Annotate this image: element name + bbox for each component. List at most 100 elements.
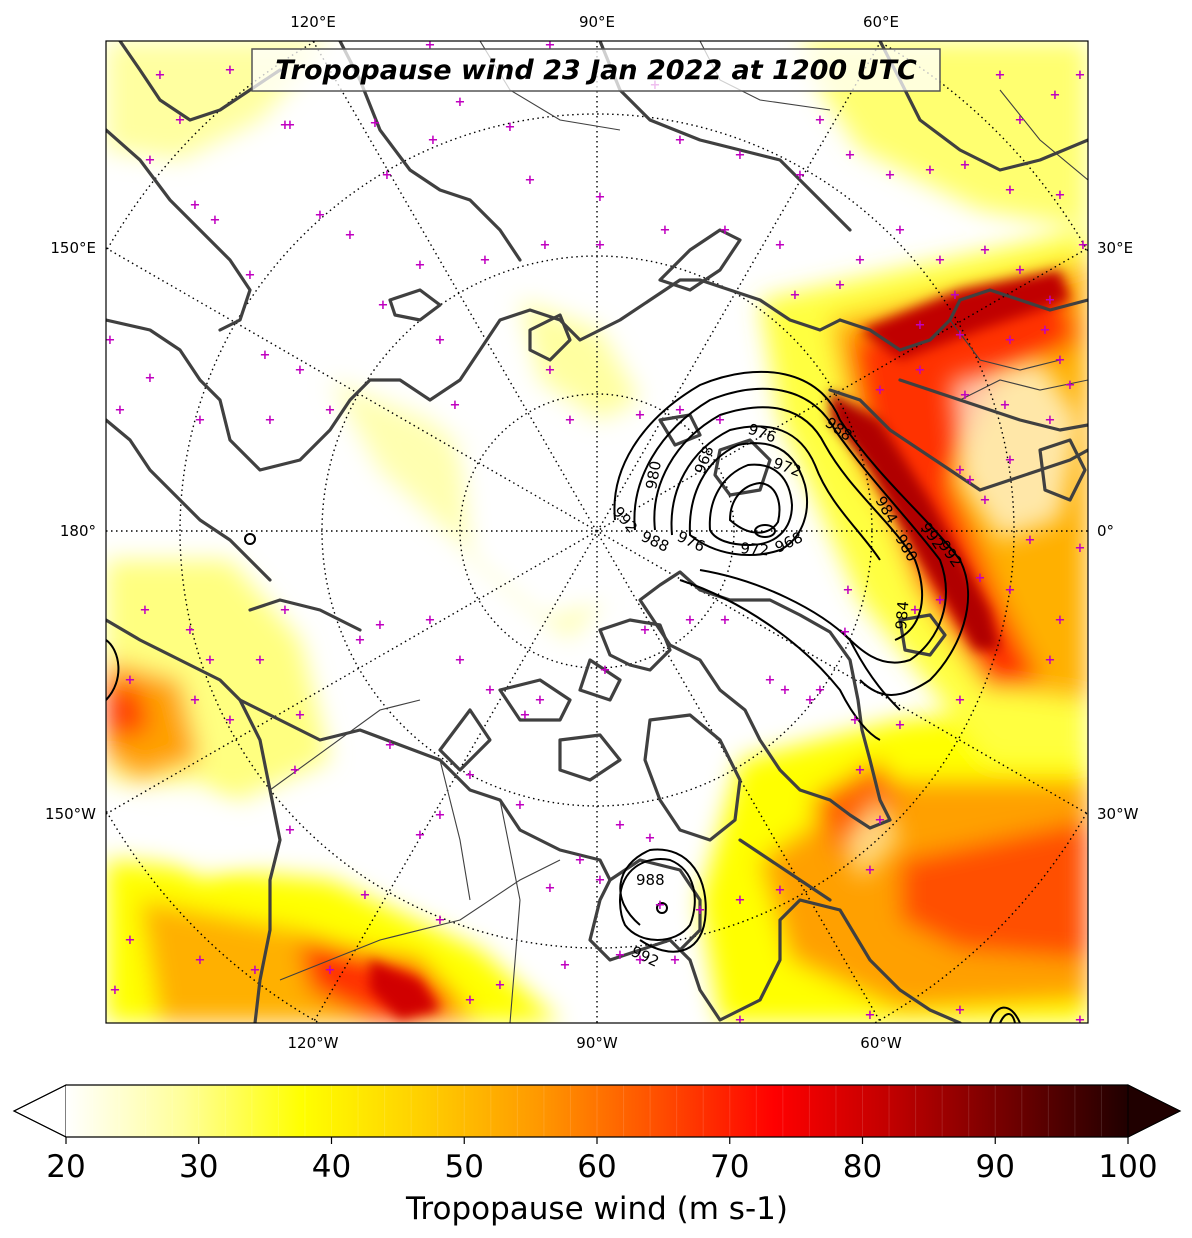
isobar-trough-1: [699, 569, 901, 711]
station-marker: +: [675, 403, 686, 418]
bottom-label-60w: 60°W: [860, 1034, 902, 1052]
station-marker: +: [185, 623, 196, 638]
colorbar-tick-label: 80: [843, 1149, 882, 1185]
station-marker: +: [840, 625, 851, 640]
station-marker: +: [615, 818, 626, 833]
isobars: [106, 370, 1021, 1023]
station-marker: +: [1000, 398, 1011, 413]
meridian-60w-120e: [312, 41, 882, 1023]
station-marker: +: [1045, 653, 1056, 668]
colorbar-bar: [66, 1085, 1128, 1137]
station-marker: +: [265, 413, 276, 428]
coast-alaska: [106, 618, 282, 1023]
station-marker: +: [960, 388, 971, 403]
station-marker: +: [795, 168, 806, 183]
station-marker: +: [425, 613, 436, 628]
colorbar-tick-label: 100: [1098, 1149, 1157, 1185]
station-marker: +: [465, 993, 476, 1008]
top-label-60e: 60°E: [863, 13, 899, 31]
border-alaska-canada: [269, 699, 421, 791]
station-marker: +: [735, 148, 746, 163]
station-marker: +: [960, 158, 971, 173]
top-label-120e: 120°E: [290, 13, 336, 31]
coast-novaya-zemlya: [658, 228, 742, 292]
station-marker: +: [345, 228, 356, 243]
station-marker: +: [980, 493, 991, 508]
border-europe-2: [959, 379, 1088, 401]
map-title: Tropopause wind 23 Jan 2022 at 1200 UTC: [275, 55, 917, 86]
right-label-30w: 30°W: [1097, 805, 1139, 823]
top-label-90e: 90°E: [579, 13, 615, 31]
station-marker: +: [250, 963, 261, 978]
isobar-984-arctic: [653, 406, 923, 641]
coast-kamchatka: [106, 128, 252, 332]
station-marker: +: [835, 278, 846, 293]
station-marker: +: [1025, 533, 1036, 548]
isobar-976-arctic: [688, 442, 808, 556]
station-marker: +: [845, 148, 856, 163]
station-marker: +: [325, 963, 336, 978]
station-marker: +: [1045, 413, 1056, 428]
coast-chukotka: [106, 418, 272, 582]
station-marker: +: [175, 113, 186, 128]
coast-baltic: [898, 378, 1088, 432]
station-marker: +: [1015, 263, 1026, 278]
isobar-atlantic-se: [989, 1006, 1021, 1023]
isobar-968-arctic: [728, 481, 781, 534]
station-marker: +: [720, 613, 731, 628]
station-marker: +: [560, 958, 571, 973]
latitude-circle-60: [179, 113, 1015, 949]
station-marker: +: [865, 863, 876, 878]
station-marker: +: [425, 38, 436, 53]
station-marker: +: [1078, 238, 1089, 253]
isobar-988-arctic: [633, 387, 947, 664]
station-marker: +: [1040, 323, 1051, 338]
wind-shading: [106, 41, 1088, 1023]
station-marker: +: [955, 463, 966, 478]
station-marker: +: [195, 413, 206, 428]
station-marker: +: [415, 828, 426, 843]
station-marker: +: [260, 348, 271, 363]
station-marker: +: [205, 653, 216, 668]
station-marker: +: [765, 673, 776, 688]
station-marker: +: [1075, 541, 1086, 556]
station-marker: +: [775, 238, 786, 253]
station-marker: +: [925, 163, 936, 178]
coast-taimyr: [598, 41, 852, 232]
station-marker: +: [720, 223, 731, 238]
station-marker: +: [955, 328, 966, 343]
border-canada-provinces-1: [439, 759, 471, 901]
colorbar-ticks: 20 30 40 50 60 70 80 90 100: [46, 1137, 1158, 1185]
station-marker: +: [105, 333, 116, 348]
station-marker: +: [255, 653, 266, 668]
station-marker: +: [895, 223, 906, 238]
coast-okhotsk: [118, 41, 282, 122]
colorbar-label: Tropopause wind (m s-1): [405, 1191, 788, 1227]
coast-british-isles: [1038, 438, 1087, 502]
station-marker: +: [545, 363, 556, 378]
coast-siberia: [106, 278, 842, 472]
station-marker: +: [640, 623, 651, 638]
coast-labrador: [738, 838, 832, 902]
border-asia-3: [999, 89, 1088, 181]
station-marker: +: [1005, 583, 1016, 598]
colorbar-steps: [92, 1085, 1102, 1137]
station-marker: +: [965, 473, 976, 488]
isobar-label-4: 980: [642, 459, 665, 490]
station-marker: +: [455, 95, 466, 110]
station-marker: +: [875, 383, 886, 398]
station-marker: +: [1055, 188, 1066, 203]
station-marker: +: [190, 198, 201, 213]
station-marker: +: [505, 120, 516, 135]
station-marker: +: [675, 133, 686, 148]
graticule: [106, 41, 1088, 1023]
coast-archipelago-3: [558, 733, 622, 782]
station-marker: +: [715, 413, 726, 428]
station-marker: +: [935, 253, 946, 268]
isobar-small-bering: [244, 533, 256, 545]
station-marker: +: [450, 398, 461, 413]
axis-labels: 120°E 90°E 60°E 120°W 90°W 60°W 150°E 18…: [45, 13, 1139, 1052]
station-marker: +: [635, 408, 646, 423]
station-marker: +: [385, 738, 396, 753]
station-marker: +: [190, 693, 201, 708]
